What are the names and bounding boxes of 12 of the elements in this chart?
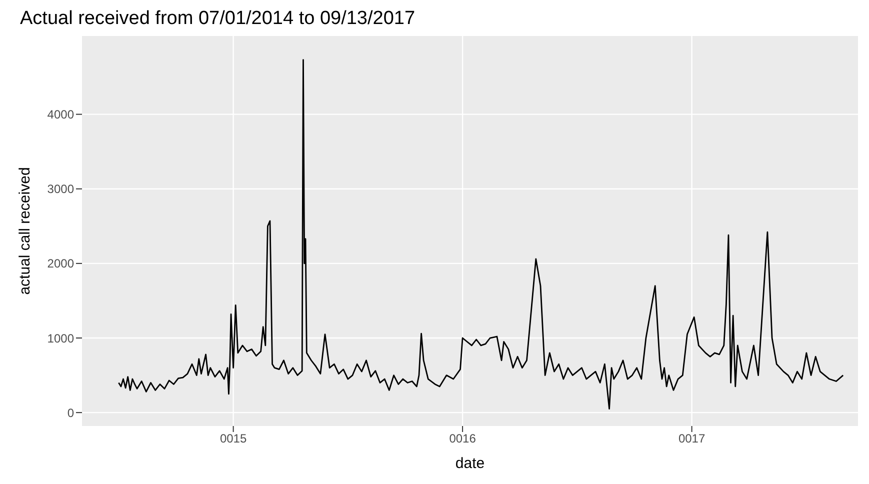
y-tick-label: 4000 [47, 108, 74, 122]
x-tick-label: 0016 [449, 432, 476, 446]
y-tick-label: 2000 [47, 256, 74, 271]
y-tick-label: 1000 [47, 331, 74, 346]
y-axis-title: actual call received [16, 167, 34, 295]
x-tick-label: 0015 [220, 432, 247, 446]
y-tick-label: 3000 [47, 182, 74, 196]
y-tick-label: 0 [67, 406, 74, 420]
x-axis-title: date [455, 455, 485, 472]
line-series [118, 59, 844, 410]
chart-title: Actual received from 07/01/2014 to 09/13/2017 [20, 8, 416, 30]
x-tick-label: 0017 [678, 432, 706, 446]
